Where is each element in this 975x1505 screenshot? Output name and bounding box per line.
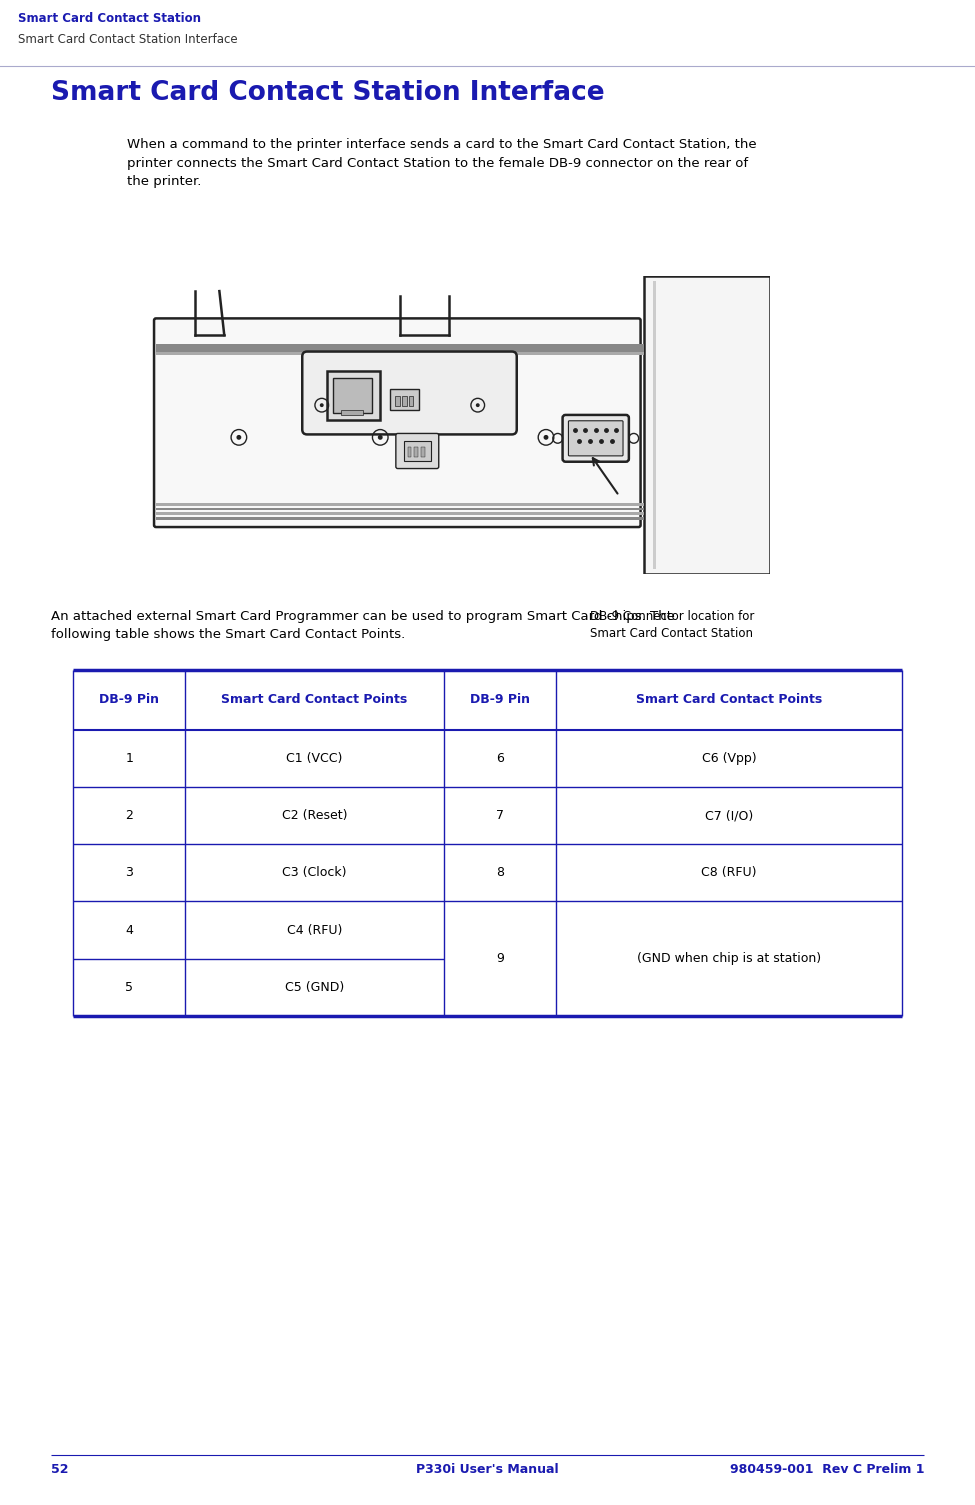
- Text: DB-9 Connector location for
Smart Card Contact Station: DB-9 Connector location for Smart Card C…: [590, 610, 755, 640]
- Bar: [156, 352, 644, 355]
- Bar: [156, 507, 644, 510]
- Bar: [421, 447, 425, 458]
- Bar: [408, 447, 411, 458]
- Text: 3: 3: [125, 867, 134, 879]
- Text: 980459-001  Rev C Prelim 1: 980459-001 Rev C Prelim 1: [730, 1463, 924, 1476]
- FancyBboxPatch shape: [396, 433, 439, 468]
- Text: (GND when chip is at station): (GND when chip is at station): [637, 953, 821, 965]
- Bar: [327, 372, 380, 420]
- Text: DB-9 Pin: DB-9 Pin: [470, 694, 529, 706]
- Text: Smart Card Contact Station: Smart Card Contact Station: [18, 12, 201, 26]
- Bar: [156, 518, 644, 521]
- Text: C5 (GND): C5 (GND): [285, 981, 344, 993]
- Bar: [402, 396, 407, 406]
- Text: C2 (Reset): C2 (Reset): [282, 810, 347, 822]
- Text: C4 (RFU): C4 (RFU): [287, 924, 342, 936]
- Text: An attached external Smart Card Programmer can be used to program Smart Card chi: An attached external Smart Card Programm…: [51, 610, 675, 641]
- Text: Smart Card Contact Points: Smart Card Contact Points: [636, 694, 822, 706]
- Text: 8: 8: [495, 867, 504, 879]
- Bar: [156, 343, 644, 352]
- Text: C1 (VCC): C1 (VCC): [287, 752, 342, 765]
- Bar: [414, 447, 418, 458]
- FancyBboxPatch shape: [563, 415, 629, 462]
- Text: C7 (I/O): C7 (I/O): [705, 810, 753, 822]
- Text: 1: 1: [125, 752, 134, 765]
- Bar: [156, 512, 644, 515]
- Bar: [333, 378, 372, 412]
- Bar: [395, 396, 400, 406]
- Circle shape: [378, 435, 382, 439]
- Bar: [341, 409, 363, 415]
- Text: Smart Card Contact Points: Smart Card Contact Points: [221, 694, 408, 706]
- Circle shape: [236, 435, 242, 439]
- Text: C6 (Vpp): C6 (Vpp): [701, 752, 757, 765]
- Circle shape: [476, 403, 480, 408]
- Text: 9: 9: [495, 953, 504, 965]
- Text: 7: 7: [495, 810, 504, 822]
- Text: DB-9 Pin: DB-9 Pin: [99, 694, 159, 706]
- Bar: [404, 441, 431, 461]
- Text: 52: 52: [51, 1463, 68, 1476]
- Text: 2: 2: [125, 810, 134, 822]
- Text: Smart Card Contact Station Interface: Smart Card Contact Station Interface: [18, 33, 237, 47]
- Bar: [409, 396, 413, 406]
- Text: Smart Card Contact Station Interface: Smart Card Contact Station Interface: [51, 80, 604, 105]
- Text: 6: 6: [495, 752, 504, 765]
- FancyBboxPatch shape: [302, 352, 517, 435]
- FancyBboxPatch shape: [154, 319, 641, 527]
- Text: When a command to the printer interface sends a card to the Smart Card Contact S: When a command to the printer interface …: [127, 138, 757, 188]
- Text: 4: 4: [125, 924, 134, 936]
- FancyBboxPatch shape: [568, 421, 623, 456]
- Text: C8 (RFU): C8 (RFU): [701, 867, 757, 879]
- Circle shape: [544, 435, 548, 439]
- Text: C3 (Clock): C3 (Clock): [282, 867, 347, 879]
- Bar: [653, 281, 656, 569]
- Text: 5: 5: [125, 981, 134, 993]
- Text: P330i User's Manual: P330i User's Manual: [416, 1463, 559, 1476]
- Bar: [644, 277, 770, 573]
- Circle shape: [320, 403, 324, 408]
- Bar: [156, 503, 644, 506]
- Bar: [390, 388, 419, 409]
